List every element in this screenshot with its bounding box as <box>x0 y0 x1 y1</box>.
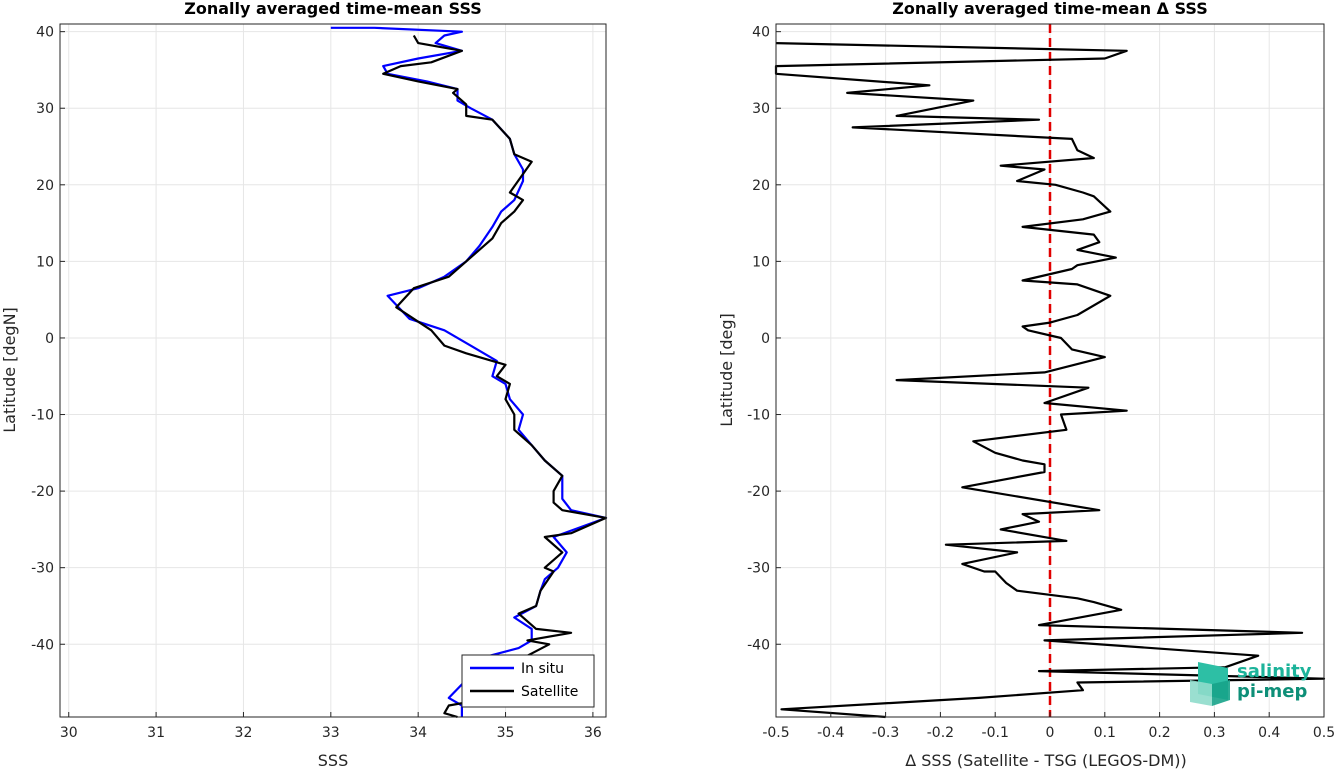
left-y-tick-label: 40 <box>36 25 54 41</box>
left-y-tick-label: 0 <box>45 331 54 347</box>
right-x-tick-label: -0.2 <box>927 725 954 741</box>
left-plot-area <box>60 24 606 717</box>
right-x-tick-label: 0 <box>1046 725 1055 741</box>
right-x-tick-label: 0.4 <box>1258 725 1280 741</box>
left-x-tick-label: 32 <box>235 725 253 741</box>
legend-box <box>461 654 595 708</box>
left-y-tick-label: -40 <box>31 637 54 653</box>
right-x-tick-label: -0.5 <box>762 725 789 741</box>
left-series-satellite <box>382 34 608 719</box>
left-y-ticks: 40 30 20 10 0 -10 -20 -30 -40 <box>31 25 65 653</box>
right-y-tick-label: 0 <box>761 331 770 347</box>
left-y-tick-label: -10 <box>31 408 54 424</box>
right-panel: -0.5 -0.4 -0.3 -0.2 -0.1 0 0.1 0.2 0.3 0.4 0.5 40 3… <box>717 0 1335 769</box>
right-x-tick-label: -0.1 <box>982 725 1009 741</box>
right-x-tick-label: 0.5 <box>1313 725 1335 741</box>
left-x-ticks: 30 31 32 33 34 35 36 <box>60 712 602 741</box>
right-y-tick-label: 30 <box>752 101 770 117</box>
right-y-tick-label: 20 <box>752 178 770 194</box>
right-series-delta-sss <box>774 42 1326 719</box>
right-lines <box>774 24 1326 719</box>
right-title: Zonally averaged time-mean Δ SSS <box>892 0 1208 18</box>
right-x-ticks: -0.5 -0.4 -0.3 -0.2 -0.1 0 0.1 0.2 0.3 0.4 0.5 <box>762 712 1335 741</box>
salinity-pi-mep-logo: salinity pi-mep <box>1190 661 1312 706</box>
right-x-tick-label: -0.4 <box>817 725 844 741</box>
left-axes-box <box>59 23 607 718</box>
left-panel: 30 31 32 33 34 35 36 40 30 20 10 0 -10 -20 -30 -40 Zon… <box>0 0 608 769</box>
left-x-tick-label: 34 <box>409 725 427 741</box>
right-x-tick-label: 0.1 <box>1094 725 1116 741</box>
right-y-tick-label: -30 <box>747 561 770 577</box>
right-x-label: Δ SSS (Satellite - TSG (LEGOS-DM)) <box>905 751 1187 769</box>
logo-cube-icon <box>1190 662 1230 706</box>
left-x-label: SSS <box>318 751 348 769</box>
left-x-tick-label: 36 <box>584 725 602 741</box>
right-y-ticks: 40 30 20 10 0 -10 -20 -30 -40 <box>747 25 781 653</box>
right-x-tick-label: -0.3 <box>872 725 899 741</box>
left-x-tick-label: 35 <box>497 725 515 741</box>
legend: In situ Satellite <box>461 654 595 708</box>
right-y-tick-label: 10 <box>752 254 770 270</box>
left-y-tick-label: -20 <box>31 484 54 500</box>
legend-in-situ-label: In situ <box>521 661 564 677</box>
left-x-tick-label: 33 <box>322 725 340 741</box>
right-x-tick-label: 0.2 <box>1148 725 1170 741</box>
right-x-tick-label: 0.3 <box>1203 725 1225 741</box>
right-y-tick-label: -40 <box>747 637 770 653</box>
left-y-tick-label: 20 <box>36 178 54 194</box>
left-lines <box>330 26 608 719</box>
right-y-tick-label: -10 <box>747 408 770 424</box>
logo-line1: salinity <box>1237 661 1312 682</box>
logo-line2: pi-mep <box>1237 681 1307 702</box>
right-y-tick-label: 40 <box>752 25 770 41</box>
left-y-tick-label: 10 <box>36 254 54 270</box>
left-y-tick-label: -30 <box>31 561 54 577</box>
left-y-label: Latitude [degN] <box>0 307 19 433</box>
legend-satellite-label: Satellite <box>521 684 578 700</box>
left-title: Zonally averaged time-mean SSS <box>184 0 482 18</box>
right-y-tick-label: -20 <box>747 484 770 500</box>
right-y-label: Latitude [deg] <box>717 313 736 427</box>
left-x-tick-label: 30 <box>60 725 78 741</box>
left-y-tick-label: 30 <box>36 101 54 117</box>
left-x-tick-label: 31 <box>147 725 165 741</box>
